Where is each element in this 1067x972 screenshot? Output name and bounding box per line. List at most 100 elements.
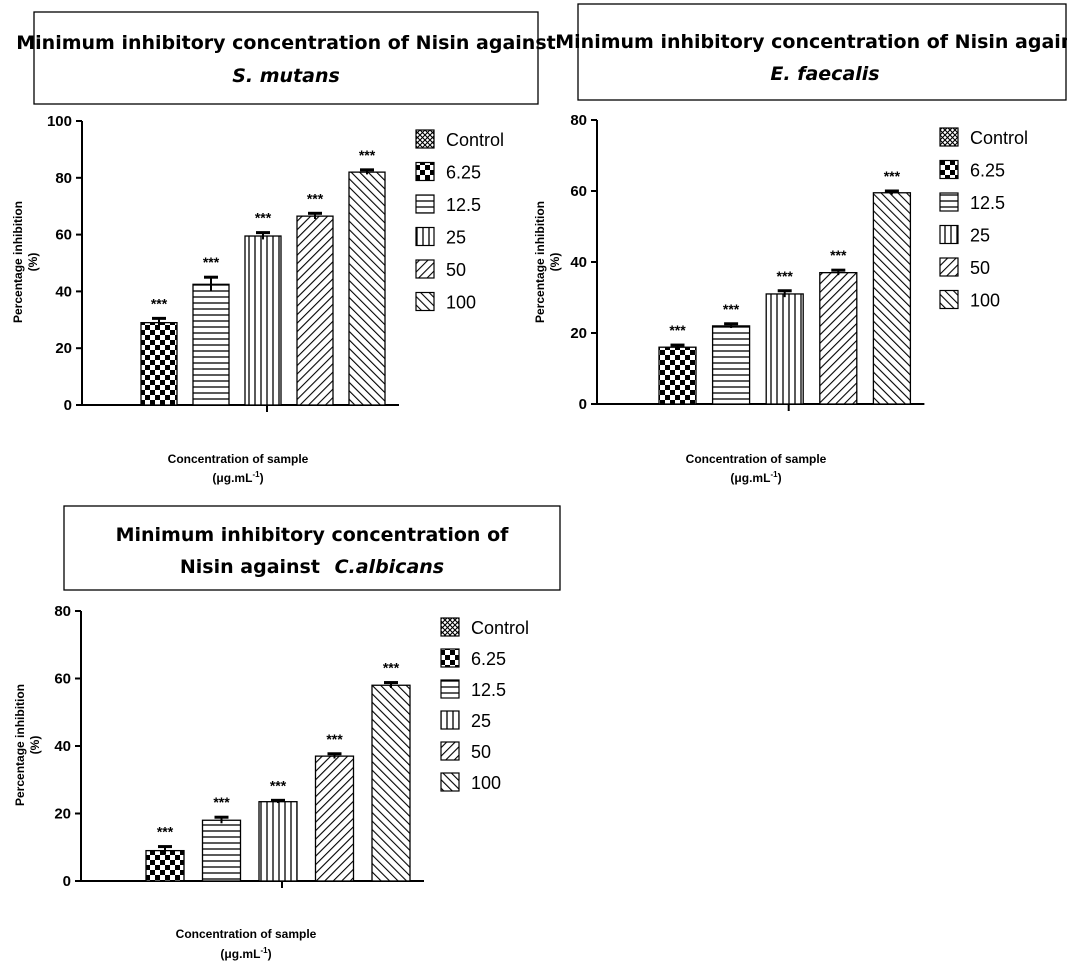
legend-swatch-Control [939, 127, 959, 147]
y-tick-label: 80 [54, 603, 71, 620]
legend-swatch-Control [440, 617, 460, 637]
significance-label: *** [383, 660, 400, 676]
y-axis-title: Percentage inhibition [533, 201, 547, 323]
legend-swatch-6.25 [415, 161, 435, 182]
legend-label-50: 50 [970, 258, 990, 278]
y-axis-title: Percentage inhibition [13, 684, 27, 806]
chart-title: Minimum inhibitory concentration of Nisi… [555, 31, 1067, 53]
y-axis-unit: (%) [26, 253, 40, 272]
bar-12.5 [711, 325, 751, 405]
panel-c-albicans: Minimum inhibitory concentration of Nisi… [13, 505, 561, 961]
x-axis-unit-text: (μg.mL [212, 471, 252, 485]
legend-swatch-25 [415, 226, 435, 247]
x-axis-unit: (μg.mL-1) [220, 946, 271, 961]
x-axis-unit-exp: -1 [252, 470, 260, 479]
bar-25 [765, 293, 804, 405]
legend-label-6.25: 6.25 [471, 649, 506, 669]
chart-title-organism-text: E. faecalis [770, 63, 879, 85]
bar-100 [371, 684, 411, 882]
legend-swatch-12.5 [440, 679, 460, 699]
significance-label: *** [359, 147, 376, 163]
plot-area-c-albicans: 0 20 40 60 80 *** *** *** *** *** [54, 603, 424, 890]
legend-swatch-100 [939, 289, 959, 310]
x-axis-unit-text: (μg.mL [730, 471, 770, 485]
y-tick-label: 100 [47, 113, 72, 130]
significance-label: *** [307, 190, 324, 206]
chart-title-organism: E. faecalis [770, 63, 879, 85]
legend-swatch-Control [415, 129, 435, 149]
plot-area-s-mutans: 0 20 40 60 80 100 *** *** *** *** *** [47, 113, 399, 414]
legend-label-6.25: 6.25 [446, 163, 481, 183]
x-axis-unit-close: ) [260, 471, 264, 485]
significance-label: *** [151, 295, 168, 311]
chart-title-organism: S. mutans [232, 65, 340, 87]
chart-title-line1: Minimum inhibitory concentration of [116, 524, 510, 546]
bar-12.5 [201, 819, 242, 882]
legend-swatch-50 [440, 741, 460, 761]
legend-label-Control: Control [970, 128, 1028, 148]
legend-swatch-6.25 [939, 159, 959, 180]
bar-6.25 [145, 849, 185, 882]
bar-12.5 [192, 283, 230, 406]
legend-label-25: 25 [446, 228, 466, 248]
chart-title: Minimum inhibitory concentration of [116, 524, 510, 546]
y-tick-label: 20 [54, 806, 71, 823]
legend-label-Control: Control [471, 618, 529, 638]
y-tick-label: 20 [570, 325, 587, 342]
panel-s-mutans: Minimum inhibitory concentration of Nisi… [11, 11, 556, 485]
legend-label-25: 25 [970, 226, 990, 246]
y-tick-label: 80 [570, 112, 587, 129]
panel-e-faecalis: Minimum inhibitory concentration of Nisi… [533, 3, 1067, 485]
significance-label: *** [157, 824, 174, 840]
chart-title-organism: Nisin against C.albicans [180, 556, 444, 578]
bar-25 [258, 801, 298, 882]
legend-label-50: 50 [446, 260, 466, 280]
x-axis-unit-close: ) [268, 947, 272, 961]
legend-swatch-50 [939, 257, 959, 277]
significance-label: *** [723, 301, 740, 317]
legend-swatch-50 [415, 259, 435, 279]
legend-swatch-25 [939, 224, 959, 245]
legend-label-100: 100 [446, 293, 476, 313]
y-tick-label: 80 [55, 170, 72, 187]
significance-label: *** [326, 731, 343, 747]
legend-label-12.5: 12.5 [471, 680, 506, 700]
bar-6.25 [140, 321, 178, 406]
legend-label-25: 25 [471, 711, 491, 731]
y-tick-label: 40 [570, 254, 587, 271]
legend-label-12.5: 12.5 [970, 193, 1005, 213]
legend-label-Control: Control [446, 130, 504, 150]
bar-100 [872, 192, 912, 405]
y-tick-label: 20 [55, 340, 72, 357]
x-axis-title: Concentration of sample [176, 927, 317, 941]
y-axis-title: Percentage inhibition [11, 201, 25, 323]
title-box [33, 11, 539, 105]
legend-swatch-6.25 [440, 648, 460, 668]
significance-label: *** [203, 254, 220, 270]
legend-c-albicans: Control 6.25 12.5 25 50 100 [440, 617, 529, 793]
legend-label-12.5: 12.5 [446, 195, 481, 215]
chart-title-organism-text: C.albicans [335, 556, 445, 578]
significance-label: *** [884, 168, 901, 184]
plot-area-e-faecalis: 0 20 40 60 80 *** *** *** *** *** [570, 112, 925, 413]
y-tick-label: 60 [54, 671, 71, 688]
y-tick-label: 40 [54, 738, 71, 755]
bar-25 [244, 235, 282, 406]
legend-swatch-25 [440, 710, 460, 730]
legend-swatch-12.5 [415, 194, 435, 214]
legend-label-6.25: 6.25 [970, 161, 1005, 181]
x-axis-unit-close: ) [778, 471, 782, 485]
y-tick-label: 0 [63, 873, 71, 890]
legend-label-50: 50 [471, 742, 491, 762]
title-box [63, 505, 561, 591]
bar-50 [314, 755, 355, 882]
title-box [577, 3, 1067, 101]
legend-label-100: 100 [471, 773, 501, 793]
legend-swatch-100 [440, 772, 460, 792]
legend-e-faecalis: Control 6.25 12.5 25 50 100 [939, 127, 1028, 311]
bar-6.25 [658, 346, 697, 405]
legend-swatch-12.5 [939, 192, 959, 212]
bar-50 [819, 271, 858, 405]
bar-100 [348, 171, 386, 406]
